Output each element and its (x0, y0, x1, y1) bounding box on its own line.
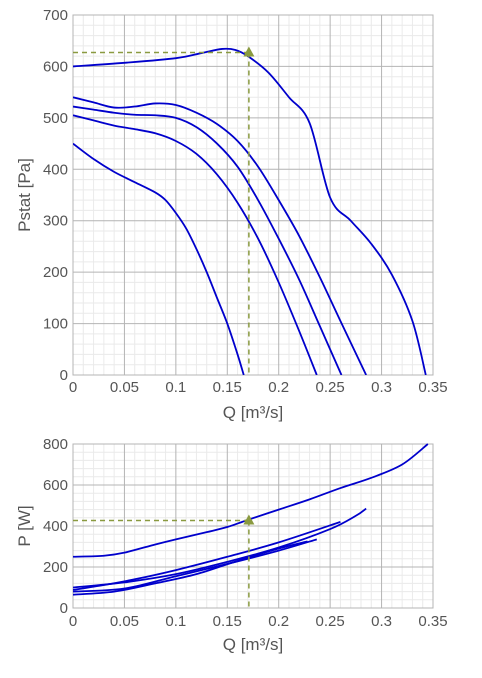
x-tick-label: 0.35 (418, 379, 447, 396)
x-axis-label: Q [m³/s] (223, 403, 283, 422)
chart-1: 0 0.05 0.1 0.15 0.2 0.25 0.3 0.35 0 100 200 300 400 5… (15, 7, 448, 422)
x-tick-label: 0.3 (371, 379, 392, 396)
series-line-4 (73, 114, 318, 375)
y-tick-label: 700 (43, 7, 68, 24)
series-line-3 (73, 105, 343, 375)
x-tick-label: 0.35 (418, 613, 447, 630)
chart-2: 0 0.05 0.1 0.15 0.2 0.25 0.3 0.35 0 200 400 600 800 Q… (15, 436, 448, 654)
operating-point-marker (243, 514, 255, 525)
series-line-4 (73, 538, 318, 593)
series-line-2 (73, 96, 367, 375)
y-tick-label: 400 (43, 518, 68, 535)
y-tick-label: 300 (43, 213, 68, 230)
y-tick-label: 200 (43, 559, 68, 576)
y-tick-label: 200 (43, 264, 68, 281)
y-axis-label: Pstat [Pa] (15, 158, 34, 232)
x-tick-label: 0.05 (110, 379, 139, 396)
x-tick-label: 0.3 (371, 613, 392, 630)
y-tick-label: 400 (43, 161, 68, 178)
operating-point-marker (243, 46, 255, 57)
y-tick-label: 100 (43, 316, 68, 333)
y-tick-label: 0 (60, 600, 68, 617)
x-tick-label: 0.15 (213, 379, 242, 396)
x-tick-label: 0.05 (110, 613, 139, 630)
x-tick-label: 0.25 (316, 379, 345, 396)
plot-area (73, 15, 433, 375)
plot-frame (72, 14, 434, 376)
x-tick-label: 0.1 (165, 613, 186, 630)
series-line-5 (73, 540, 308, 596)
series-line-1 (73, 443, 429, 558)
x-tick-label: 0.2 (268, 379, 289, 396)
x-axis-label: Q [m³/s] (223, 635, 283, 654)
series-line-3 (73, 521, 341, 591)
y-tick-label: 0 (60, 367, 68, 384)
plot-frame (72, 443, 434, 609)
x-tick-label: 0.1 (165, 379, 186, 396)
x-tick-label: 0 (69, 379, 77, 396)
y-axis-label: P [W] (15, 505, 34, 546)
series-line-1 (73, 47, 427, 375)
y-tick-label: 600 (43, 477, 68, 494)
y-tick-label: 500 (43, 110, 68, 127)
series-line-5 (73, 142, 245, 375)
x-tick-label: 0 (69, 613, 77, 630)
x-tick-label: 0.2 (268, 613, 289, 630)
x-tick-label: 0.25 (316, 613, 345, 630)
y-tick-label: 800 (43, 436, 68, 453)
series-line-2 (73, 507, 367, 589)
y-tick-label: 600 (43, 58, 68, 75)
x-tick-label: 0.15 (213, 613, 242, 630)
